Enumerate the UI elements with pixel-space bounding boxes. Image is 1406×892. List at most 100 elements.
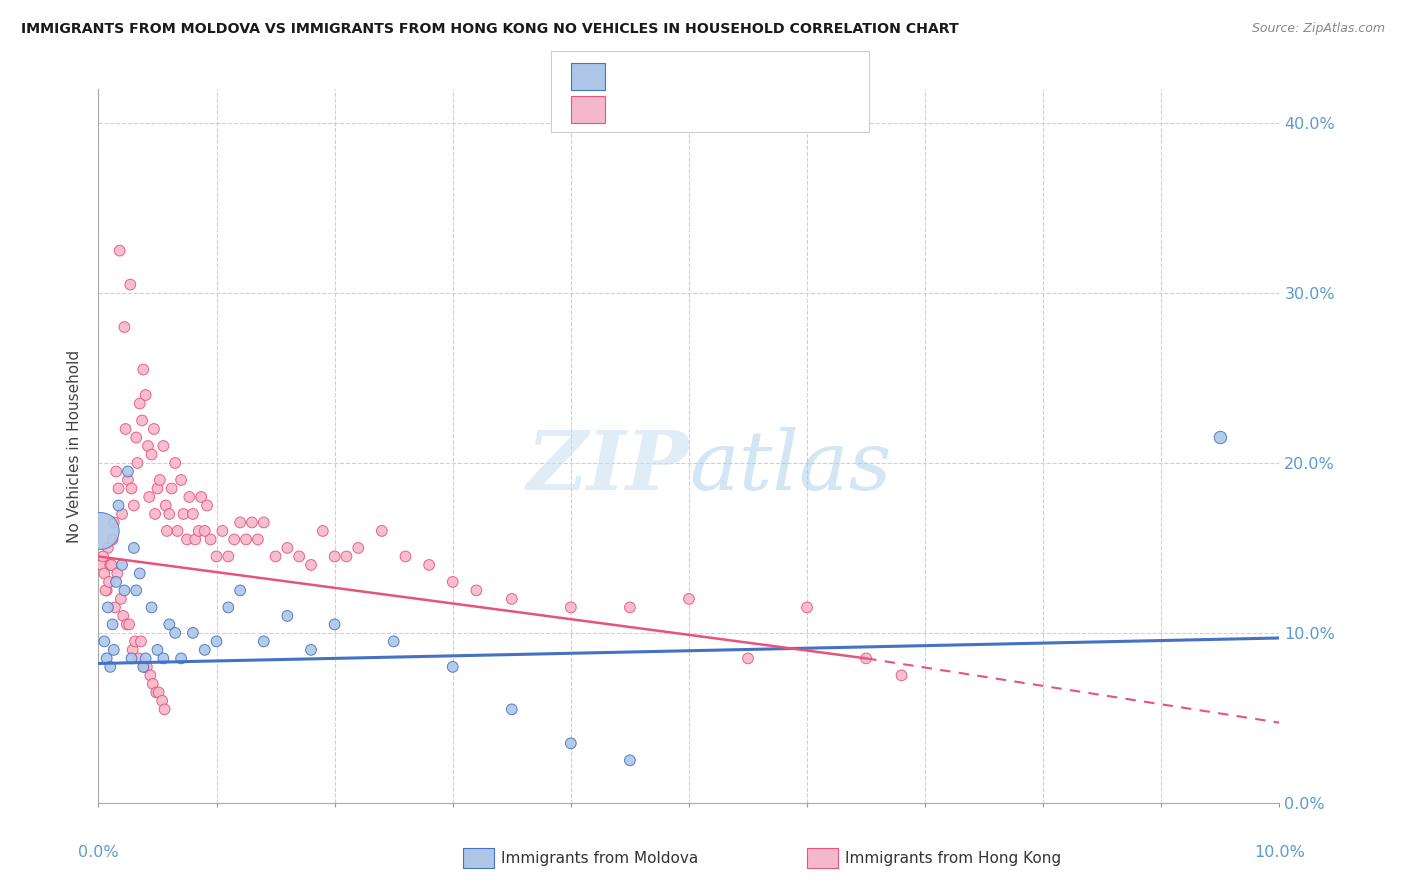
Point [143, 507, 166, 521]
Point [184, 533, 207, 547]
Point [205, 549, 228, 564]
Point [264, 549, 287, 564]
Point [371, 524, 394, 538]
Point [152, 439, 174, 453]
Point [141, 448, 163, 462]
Point [796, 600, 818, 615]
Point [111, 507, 134, 521]
Point [124, 634, 146, 648]
Point [114, 422, 136, 436]
Point [112, 608, 135, 623]
Point [157, 617, 180, 632]
Point [195, 499, 218, 513]
Point [135, 388, 157, 402]
Point [104, 600, 127, 615]
Point [288, 549, 311, 564]
Point [394, 549, 416, 564]
Point [120, 277, 142, 292]
Point [118, 617, 141, 632]
Point [121, 643, 143, 657]
Text: R =  0.067   N =  39: R = 0.067 N = 39 [614, 68, 796, 86]
Point [855, 651, 877, 665]
Point [103, 643, 125, 657]
Point [138, 490, 160, 504]
Point [152, 651, 174, 665]
Point [111, 558, 134, 572]
Point [110, 591, 132, 606]
Point [101, 617, 124, 632]
Point [132, 362, 155, 376]
Point [91, 558, 114, 572]
Point [125, 430, 148, 444]
Point [1209, 430, 1232, 444]
Point [149, 473, 172, 487]
Point [98, 558, 121, 572]
Point [224, 533, 246, 547]
Point [170, 651, 193, 665]
Point [217, 600, 239, 615]
Point [153, 702, 176, 716]
Point [96, 651, 118, 665]
Point [335, 549, 357, 564]
Point [323, 549, 346, 564]
Point [115, 617, 138, 632]
Point [112, 320, 135, 334]
Point [96, 583, 118, 598]
Point [127, 456, 149, 470]
Point [678, 591, 700, 606]
Point [141, 600, 163, 615]
Point [105, 574, 128, 589]
Point [217, 549, 239, 564]
Point [190, 490, 212, 504]
Text: ZIP: ZIP [526, 427, 689, 508]
Point [200, 533, 222, 547]
Text: IMMIGRANTS FROM MOLDOVA VS IMMIGRANTS FROM HONG KONG NO VEHICLES IN HOUSEHOLD CO: IMMIGRANTS FROM MOLDOVA VS IMMIGRANTS FR… [21, 22, 959, 37]
Point [347, 541, 370, 555]
Point [98, 574, 121, 589]
Point [181, 507, 204, 521]
Point [737, 651, 759, 665]
Point [253, 516, 276, 530]
Point [172, 507, 194, 521]
Point [128, 396, 150, 410]
Point [890, 668, 912, 682]
Point [97, 600, 120, 615]
Point [156, 524, 179, 538]
Point [176, 533, 198, 547]
Point [312, 524, 335, 538]
Point [165, 456, 187, 470]
Point [619, 600, 641, 615]
Point [194, 643, 217, 657]
Point [170, 473, 193, 487]
Point [100, 558, 122, 572]
Point [181, 626, 204, 640]
Point [211, 524, 233, 538]
Point [166, 524, 188, 538]
Point [240, 516, 263, 530]
Point [441, 574, 464, 589]
Point [98, 660, 121, 674]
Point [560, 600, 582, 615]
Point [619, 753, 641, 767]
Point [229, 516, 252, 530]
Text: 10.0%: 10.0% [1254, 846, 1305, 860]
Point [235, 533, 257, 547]
Point [134, 660, 156, 674]
Point [501, 702, 523, 716]
Point [90, 524, 112, 538]
Text: Source: ZipAtlas.com: Source: ZipAtlas.com [1251, 22, 1385, 36]
Point [276, 541, 298, 555]
Point [103, 516, 125, 530]
Point [501, 591, 523, 606]
Point [112, 583, 135, 598]
Point [187, 524, 209, 538]
Point [157, 507, 180, 521]
Point [179, 490, 201, 504]
Point [135, 660, 157, 674]
Text: 0.0%: 0.0% [79, 846, 118, 860]
Point [139, 668, 162, 682]
Point [122, 499, 145, 513]
Point [142, 677, 165, 691]
Point [323, 617, 346, 632]
Point [93, 634, 115, 648]
